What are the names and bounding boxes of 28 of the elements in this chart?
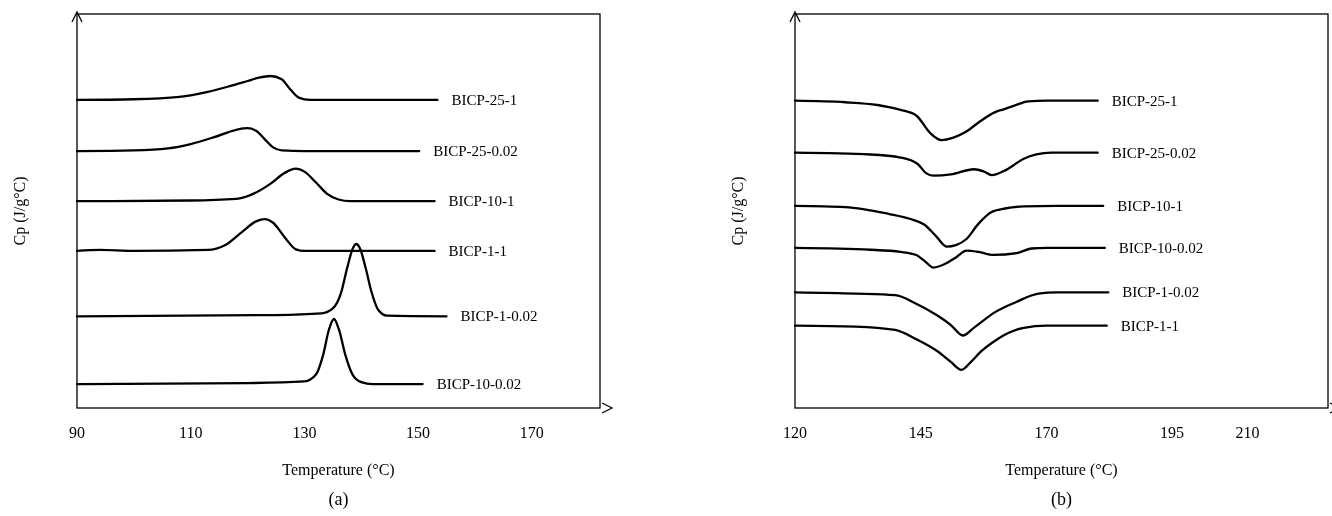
x-tick-label: 120 xyxy=(783,424,807,441)
x-tick-label: 170 xyxy=(519,424,544,441)
y-axis-title: Cp (J/g°C) xyxy=(11,176,29,246)
series-label: BICP-10-0.02 xyxy=(436,376,522,393)
series-label: BICP-10-0.02 xyxy=(1118,239,1204,256)
series-label: BICP-10-1 xyxy=(448,193,515,210)
series-label: BICP-25-0.02 xyxy=(1111,144,1197,161)
series-label: BICP-1-0.02 xyxy=(1122,284,1200,301)
x-tick-label: 170 xyxy=(1034,424,1059,441)
y-axis-title: Cp (J/g°C) xyxy=(729,176,747,246)
x-tick-label: 90 xyxy=(69,424,85,441)
x-tick-label: 195 xyxy=(1160,424,1185,441)
text: (a) xyxy=(328,489,349,510)
series-label: BICP-10-1 xyxy=(1117,197,1184,214)
series-label: BICP-1-0.02 xyxy=(460,308,538,325)
x-tick-label: 210 xyxy=(1235,424,1260,441)
series-label: BICP-25-1 xyxy=(451,91,518,108)
text: (b) xyxy=(1051,489,1072,510)
series-label: BICP-1-1 xyxy=(1120,317,1180,334)
x-tick-label: 130 xyxy=(292,424,317,441)
series-label: BICP-1-1 xyxy=(448,242,507,259)
x-axis-title: Temperature (°C) xyxy=(1005,461,1118,479)
x-tick-label: 110 xyxy=(178,424,203,441)
x-axis-title: Temperature (°C) xyxy=(282,461,395,479)
x-tick-label: 145 xyxy=(908,424,933,441)
x-tick-label: 150 xyxy=(406,424,431,441)
series-label: BICP-25-0.02 xyxy=(433,143,518,160)
series-label: BICP-25-1 xyxy=(1111,92,1178,109)
